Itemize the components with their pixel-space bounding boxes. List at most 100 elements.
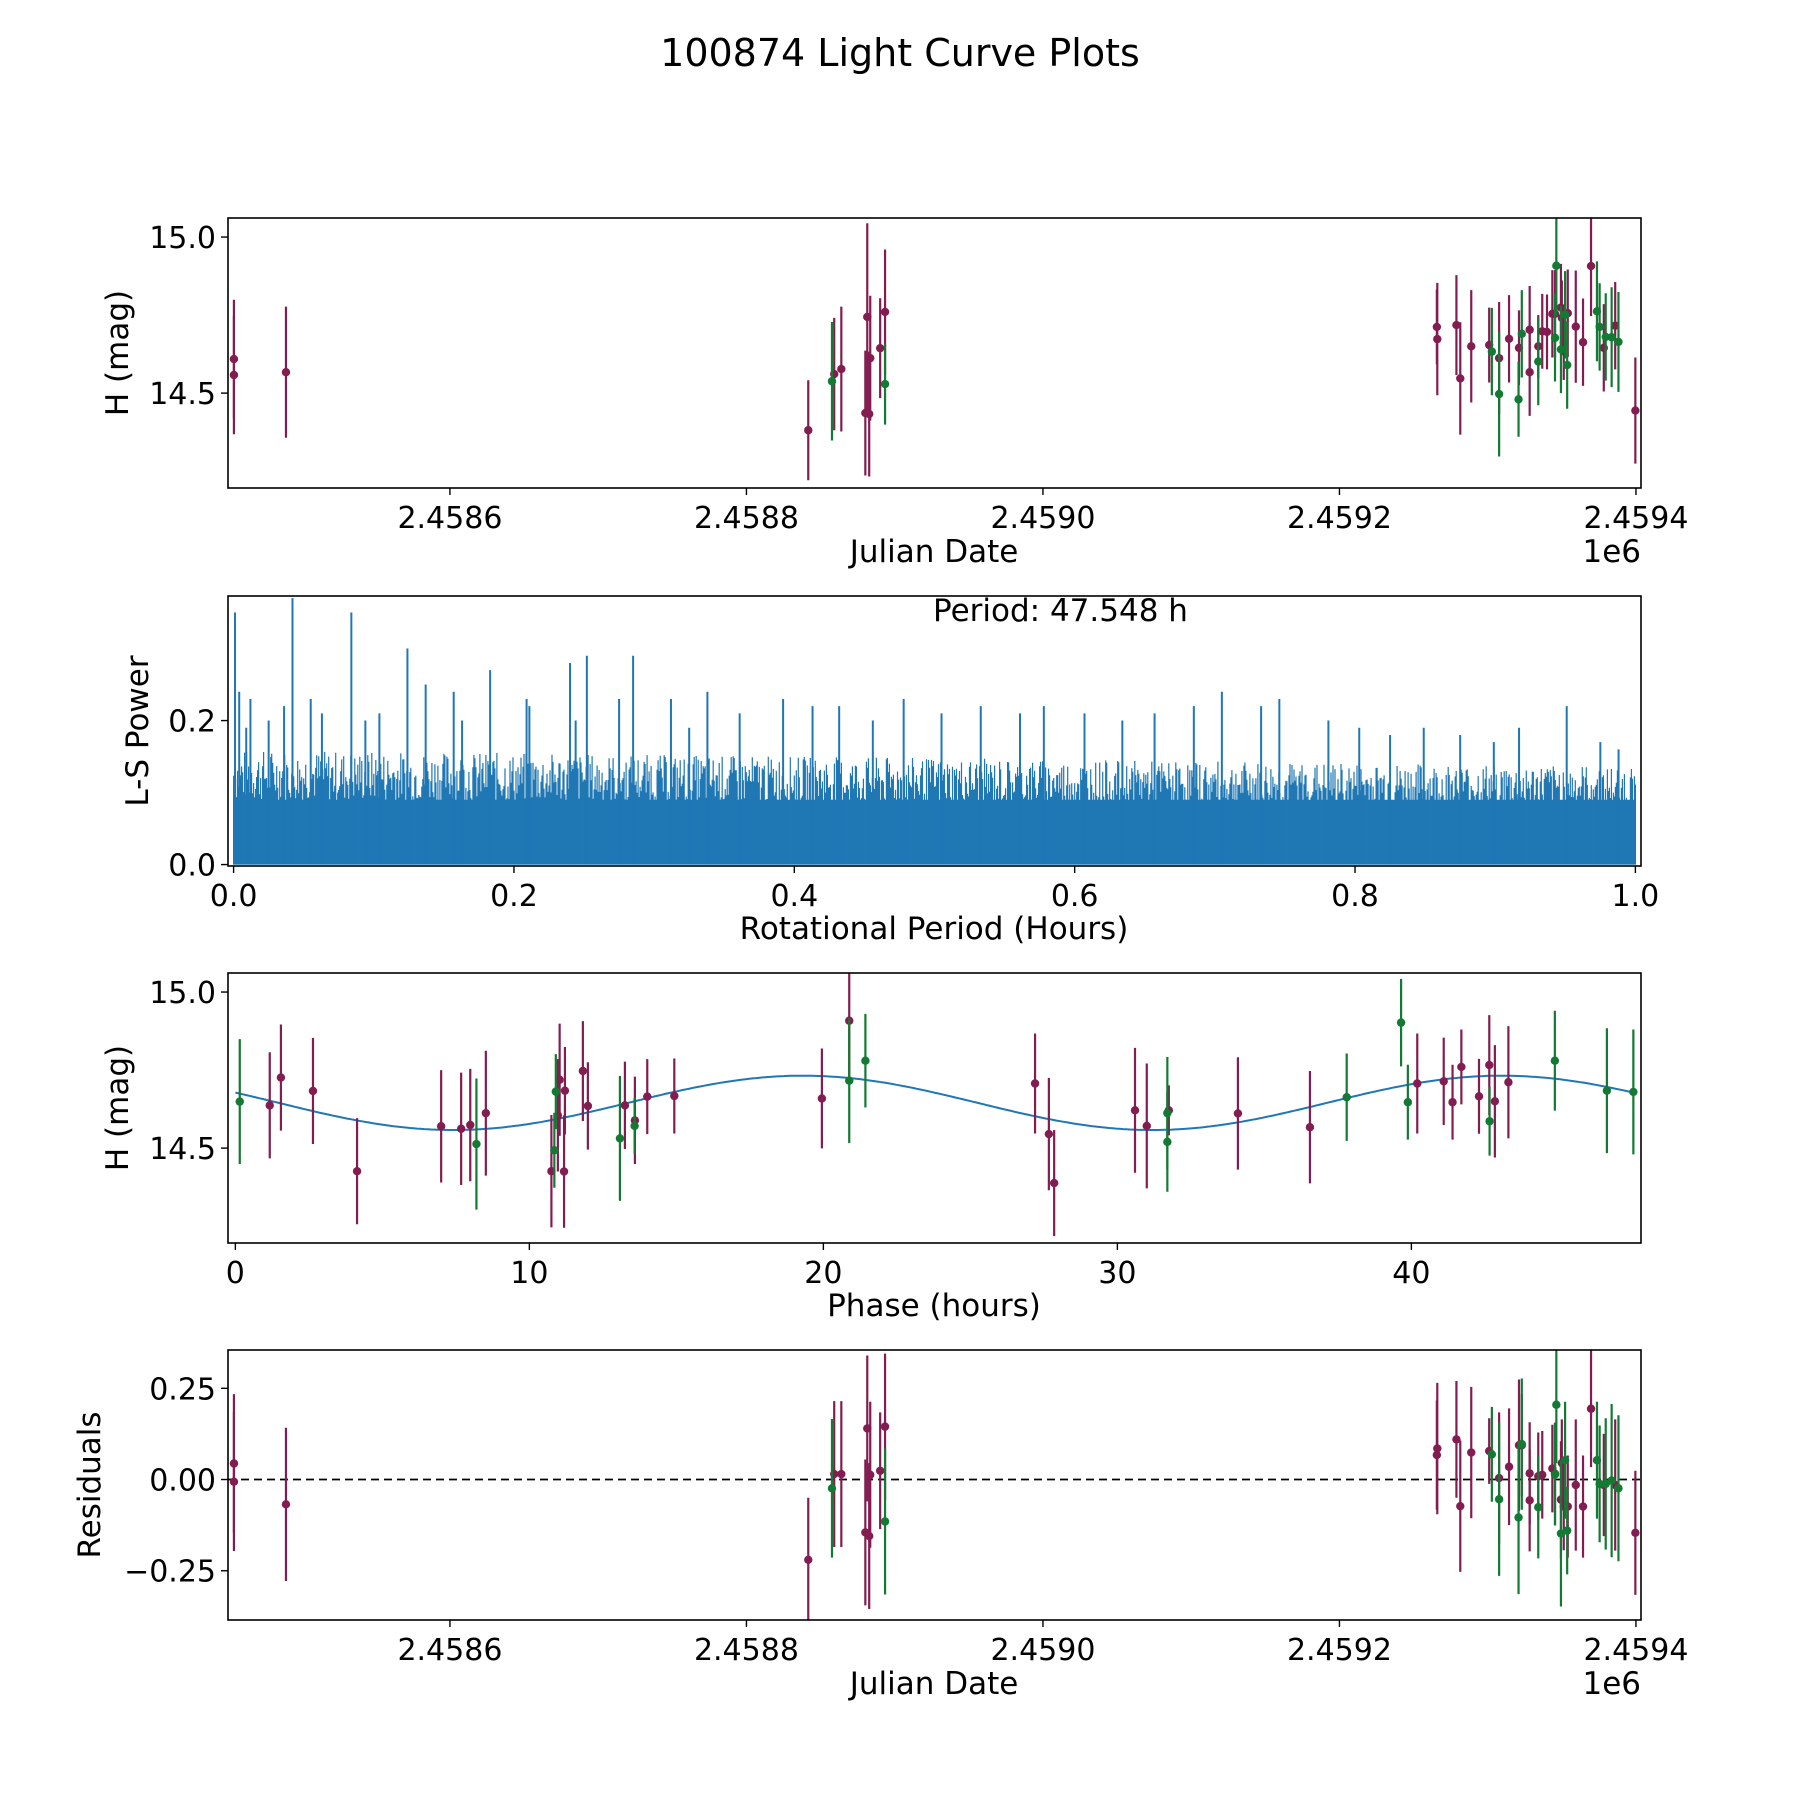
phased-xtick-label: 40 — [1392, 1256, 1430, 1291]
phased-point-purple — [481, 1108, 491, 1118]
residuals-xtick-label: 2.4592 — [1287, 1633, 1392, 1668]
residuals-point-purple — [804, 1555, 813, 1564]
lightcurve-xtick-label: 2.4594 — [1583, 501, 1688, 536]
residuals-point-purple — [1456, 1501, 1465, 1511]
phased-point-purple — [670, 1091, 679, 1101]
periodogram-xtick-label: 0.2 — [490, 879, 538, 914]
lightcurve-point-purple — [837, 364, 846, 374]
phased-point-purple — [578, 1066, 588, 1076]
residuals-point-purple — [837, 1469, 846, 1479]
phased-point-green — [472, 1139, 481, 1149]
phased-point-purple — [1504, 1078, 1513, 1087]
phased-point-purple — [1233, 1109, 1243, 1118]
residuals-point-purple — [1467, 1448, 1476, 1457]
figure-title: 100874 Light Curve Plots — [660, 31, 1140, 75]
periodogram-xtick-label: 0.8 — [1331, 879, 1379, 914]
lightcurve-xlabel: Julian Date — [848, 534, 1019, 570]
residuals-point-purple — [1631, 1528, 1640, 1537]
residuals-point-green — [880, 1517, 890, 1526]
phased-point-green — [551, 1087, 561, 1096]
residuals-point-green — [1607, 1476, 1616, 1485]
periodogram-xtick-label: 0.0 — [210, 879, 258, 914]
lightcurve-point-purple — [1586, 261, 1596, 271]
panel-periodogram: 0.0 0.2 0.4 0.6 0.8 1.0 0.0 0.2 Period: 47.548 … — [120, 593, 1659, 947]
residuals-point-green — [1595, 1479, 1604, 1489]
lightcurve-offset-label: 1e6 — [1582, 534, 1641, 570]
phased-xtick-label: 0 — [226, 1256, 245, 1291]
lightcurve-point-green — [1601, 332, 1610, 342]
phased-point-green — [1163, 1137, 1172, 1147]
periodogram-marks — [233, 598, 1636, 865]
phased-ytick-label: 15.0 — [149, 976, 216, 1011]
phased-point-green — [235, 1097, 244, 1106]
periodogram-annotation: Period: 47.548 h — [933, 593, 1188, 629]
phased-point-purple — [1130, 1106, 1140, 1115]
lightcurve-point-green — [1487, 347, 1497, 356]
phased-point-green — [630, 1121, 639, 1131]
phased-model-curve — [235, 1074, 1634, 1131]
lightcurve-point-green — [1494, 389, 1504, 399]
periodogram-xtick-label: 0.6 — [1051, 879, 1099, 914]
panel-phased: 0 10 20 30 40 14.5 15.0 Phase (hours) H (mag) — [100, 972, 1642, 1324]
periodogram-ylabel: L-S Power — [120, 655, 156, 806]
residuals-point-green — [1534, 1503, 1543, 1512]
phased-point-green — [550, 1146, 559, 1155]
phased-point-green — [615, 1134, 625, 1143]
residuals-point-green — [827, 1484, 837, 1493]
residuals-ticks: 2.4586 2.4588 2.4590 2.4592 2.4594 −0.25 0.00 0… — [124, 1372, 1688, 1668]
lightcurve-point-purple — [1571, 322, 1580, 331]
residuals-xtick-label: 2.4586 — [397, 1633, 502, 1668]
lightcurve-point-purple — [1456, 374, 1465, 383]
lightcurve-point-purple — [1433, 334, 1442, 344]
residuals-point-purple — [1452, 1435, 1461, 1444]
lightcurve-ticks: 2.4586 2.4588 2.4590 2.4592 2.4594 14.5 15.0 — [149, 221, 1688, 536]
phased-point-purple — [560, 1086, 570, 1095]
phased-point-purple — [559, 1167, 569, 1176]
phased-point-green — [1403, 1098, 1413, 1107]
residuals-point-green — [1487, 1450, 1497, 1459]
periodogram-xtick-label: 1.0 — [1612, 879, 1660, 914]
lightcurve-point-green — [1595, 322, 1604, 332]
residuals-point-green — [1556, 1529, 1566, 1538]
phased-point-green — [1342, 1093, 1351, 1102]
phased-point-purple — [265, 1101, 274, 1110]
phased-point-purple — [1142, 1121, 1151, 1131]
phased-point-purple — [1413, 1079, 1422, 1088]
periodogram-ytick-label: 0.2 — [168, 705, 216, 740]
periodogram-frame — [227, 595, 1642, 867]
phased-point-purple — [1305, 1122, 1315, 1132]
lightcurve-point-purple — [864, 409, 874, 419]
residuals-point-green — [1614, 1484, 1623, 1493]
phased-point-purple — [620, 1101, 630, 1110]
lightcurve-xtick-label: 2.4592 — [1287, 501, 1392, 536]
residuals-xtick-label: 2.4590 — [990, 1633, 1095, 1668]
lightcurve-point-green — [880, 379, 890, 389]
phased-point-green — [1485, 1117, 1494, 1126]
lightcurve-point-green — [1552, 261, 1561, 270]
lightcurve-point-green — [1550, 333, 1560, 343]
phased-xlabel: Phase (hours) — [827, 1288, 1041, 1324]
residuals-point-green — [1494, 1495, 1504, 1504]
residuals-ytick-label: −0.25 — [124, 1555, 216, 1590]
lightcurve-point-purple — [1504, 334, 1514, 343]
phased-point-purple — [1474, 1092, 1484, 1101]
phased-point-green — [1602, 1086, 1612, 1095]
lightcurve-xtick-label: 2.4588 — [694, 501, 799, 536]
residuals-offset-label: 1e6 — [1582, 1666, 1641, 1702]
lightcurve-point-green — [1556, 345, 1566, 354]
lightcurve-point-purple — [281, 367, 291, 377]
phased-ylabel: H (mag) — [100, 1045, 136, 1171]
phased-point-purple — [456, 1124, 466, 1133]
lightcurve-point-purple — [229, 370, 239, 380]
phased-frame — [227, 972, 1642, 1244]
lightcurve-ylabel: H (mag) — [100, 290, 136, 416]
residuals-point-purple — [1586, 1404, 1596, 1413]
residuals-point-purple — [1525, 1496, 1534, 1505]
phased-point-purple — [1044, 1129, 1054, 1139]
phased-point-purple — [817, 1094, 827, 1103]
residuals-point-green — [1514, 1513, 1523, 1522]
phased-point-purple — [436, 1122, 446, 1131]
lightcurve-point-purple — [1525, 325, 1534, 334]
residuals-point-purple — [229, 1477, 239, 1486]
phased-point-purple — [276, 1073, 286, 1082]
